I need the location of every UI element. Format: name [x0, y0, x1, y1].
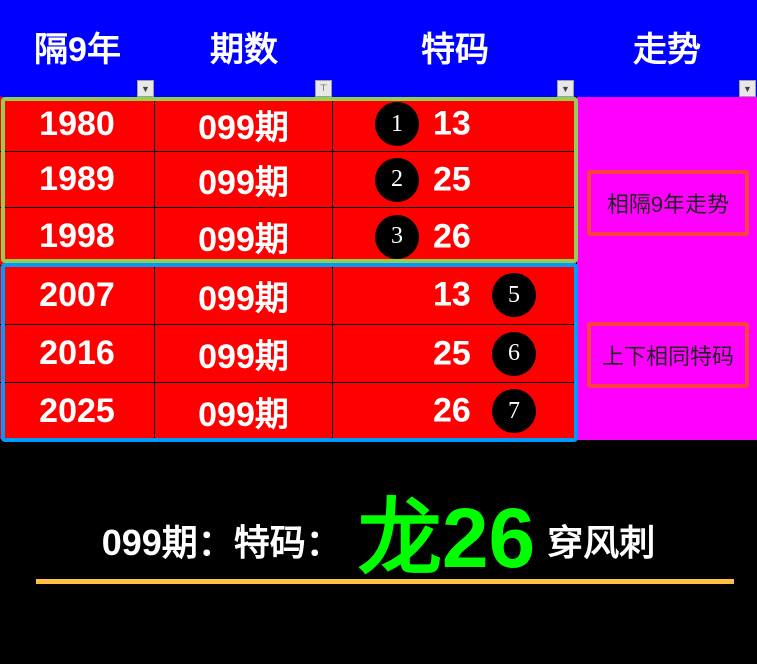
group-1-highlight — [1, 97, 578, 263]
code-value: 25 — [433, 334, 471, 372]
trend-panel — [577, 97, 757, 440]
code-cell: 7 26 — [333, 383, 577, 440]
table-row: 1989 099期 2 25 — [0, 152, 577, 208]
code-value: 26 — [433, 391, 471, 430]
header-code: 特码 — [421, 31, 489, 69]
period-cell: 099期 — [155, 325, 333, 383]
footer-suffix: 穿风刺 — [547, 522, 656, 563]
filter-dropdown-code[interactable]: ▼ — [557, 80, 574, 97]
period-cell: 099期 — [155, 152, 333, 208]
group-2-highlight — [1, 263, 578, 442]
number-circle-icon: 7 — [492, 389, 536, 433]
year-cell: 2007 — [0, 266, 155, 325]
number-circle-icon: 3 — [375, 214, 419, 259]
header-row — [0, 0, 757, 97]
year-cell: 2016 — [0, 325, 155, 383]
footer-highlight: 龙26 — [357, 491, 536, 585]
header-trend: 走势 — [633, 31, 701, 69]
code-cell: 6 25 — [333, 325, 577, 383]
nine-year-trend-button[interactable]: 相隔9年走势 — [587, 170, 749, 236]
year-cell: 1980 — [0, 97, 155, 152]
code-cell: 2 25 — [333, 152, 577, 208]
number-circle-icon: 1 — [375, 102, 419, 146]
table-row: 2025 099期 7 26 — [0, 383, 577, 440]
footer-result: 099期：特码： 龙26 穿风刺 — [0, 470, 757, 580]
year-cell: 2025 — [0, 383, 155, 440]
number-circle-icon: 6 — [492, 331, 536, 376]
number-circle-icon: 2 — [375, 157, 419, 202]
table-row: 1980 099期 1 13 — [0, 97, 577, 152]
number-circle-icon: 5 — [492, 273, 536, 317]
filter-active-icon[interactable]: ⊤ — [315, 80, 332, 97]
code-cell: 3 26 — [333, 208, 577, 266]
code-value: 26 — [433, 217, 471, 255]
filter-dropdown-year[interactable]: ▼ — [137, 80, 154, 97]
filter-dropdown-trend[interactable]: ▼ — [739, 80, 756, 97]
table-row: 2016 099期 6 25 — [0, 325, 577, 383]
table-row: 2007 099期 5 13 — [0, 266, 577, 325]
period-cell: 099期 — [155, 266, 333, 325]
underline-divider — [36, 579, 734, 584]
code-value: 13 — [433, 104, 471, 143]
code-value: 13 — [433, 275, 471, 314]
period-cell: 099期 — [155, 97, 333, 152]
table-row: 1998 099期 3 26 — [0, 208, 577, 266]
same-code-button[interactable]: 上下相同特码 — [587, 322, 749, 388]
header-year: 隔9年 — [34, 31, 121, 69]
code-cell: 5 13 — [333, 266, 577, 325]
code-value: 25 — [433, 160, 471, 198]
footer-prefix: 099期：特码： — [101, 522, 342, 563]
year-cell: 1989 — [0, 152, 155, 208]
header-period: 期数 — [210, 31, 278, 69]
